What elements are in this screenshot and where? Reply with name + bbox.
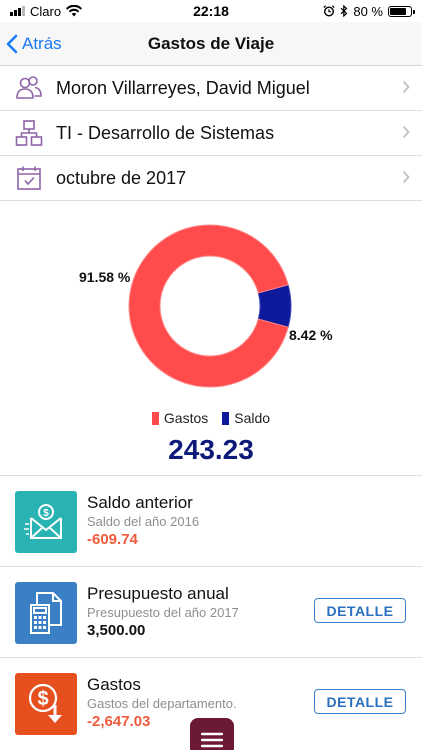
card-text: Gastos Gastos del departamento. -2,647.0… xyxy=(87,674,237,732)
card-subtitle: Presupuesto del año 2017 xyxy=(87,605,239,620)
donut-chart: 91.58 % 8.42 % xyxy=(0,210,422,410)
card-text: Saldo anterior Saldo del año 2016 -609.7… xyxy=(87,492,199,550)
alarm-icon xyxy=(323,5,336,17)
period-row[interactable]: octubre de 2017 xyxy=(0,156,422,201)
calculator-document-icon xyxy=(30,592,62,634)
legend-item-saldo: Saldo xyxy=(222,410,270,426)
detalle-button[interactable]: DETALLE xyxy=(314,598,406,623)
menu-icon xyxy=(201,732,223,748)
legend-item-gastos: Gastos xyxy=(151,410,209,426)
chart-legend: Gastos Saldo xyxy=(0,410,422,426)
page-title: Gastos de Viaje xyxy=(147,33,275,53)
card-subtitle: Saldo del año 2016 xyxy=(87,514,200,529)
card-tile: $ xyxy=(15,673,77,735)
bluetooth-icon xyxy=(340,5,348,17)
calendar-icon xyxy=(14,163,44,193)
svg-text:$: $ xyxy=(37,688,48,710)
chevron-right-icon xyxy=(402,170,410,184)
card-amount: -2,647.03 xyxy=(87,713,151,730)
chevron-right-icon xyxy=(402,125,410,139)
battery-icon xyxy=(388,5,415,17)
card-tile xyxy=(15,582,77,644)
card-tile: $ xyxy=(15,491,77,553)
battery-percent: 80 % xyxy=(353,3,383,19)
chevron-right-icon xyxy=(402,80,410,94)
carrier-name: Claro xyxy=(30,3,62,19)
card-subtitle: Gastos del departamento. xyxy=(87,696,237,711)
department-name: TI - Desarrollo de Sistemas xyxy=(56,122,275,143)
chevron-left-icon xyxy=(6,34,18,54)
card-title: Presupuesto anual xyxy=(87,584,229,603)
saldo-percent-label: 8.42 % xyxy=(289,327,333,343)
gastos-percent-label: 91.58 % xyxy=(79,269,131,285)
period-label: octubre de 2017 xyxy=(56,167,187,188)
total-amount: 243.23 xyxy=(168,434,254,465)
signal-icon xyxy=(10,6,25,16)
card-saldo-anterior: $ Saldo anterior Saldo del año 2016 -609… xyxy=(0,476,422,567)
svg-text:$: $ xyxy=(43,508,49,519)
detalle-button[interactable]: DETALLE xyxy=(314,689,406,714)
pie-slice-gastos xyxy=(128,224,289,388)
status-left: Claro xyxy=(10,3,83,19)
status-right: 80 % xyxy=(323,3,415,19)
navigation-bar: Atrás Gastos de Viaje xyxy=(0,22,422,66)
card-amount: 3,500.00 xyxy=(87,622,146,639)
card-title: Gastos xyxy=(87,675,141,694)
back-button[interactable]: Atrás xyxy=(6,22,62,66)
divider xyxy=(0,475,422,476)
legend-label-gastos: Gastos xyxy=(163,410,209,426)
card-presupuesto-anual: Presupuesto anual Presupuesto del año 20… xyxy=(0,567,422,658)
card-text: Presupuesto anual Presupuesto del año 20… xyxy=(87,583,239,641)
card-gastos: $ Gastos Gastos del departamento. -2,647… xyxy=(0,658,422,749)
card-amount: -609.74 xyxy=(87,531,138,548)
money-down-icon: $ xyxy=(28,683,62,723)
employee-row[interactable]: Moron Villarreyes, David Miguel xyxy=(0,66,422,111)
org-chart-icon xyxy=(14,118,44,148)
menu-button[interactable] xyxy=(190,718,234,750)
legend-swatch-saldo xyxy=(222,411,230,425)
money-envelope-icon: $ xyxy=(24,504,62,539)
legend-swatch-gastos xyxy=(151,411,159,425)
donut-chart-svg xyxy=(128,224,292,388)
status-bar: Claro 22:18 80 % xyxy=(0,0,422,22)
back-label: Atrás xyxy=(22,34,62,53)
legend-label-saldo: Saldo xyxy=(234,410,271,426)
employee-name: Moron Villarreyes, David Miguel xyxy=(56,77,310,98)
wifi-icon xyxy=(66,5,83,17)
department-row[interactable]: TI - Desarrollo de Sistemas xyxy=(0,111,422,156)
people-icon xyxy=(14,73,44,103)
card-title: Saldo anterior xyxy=(87,493,193,512)
